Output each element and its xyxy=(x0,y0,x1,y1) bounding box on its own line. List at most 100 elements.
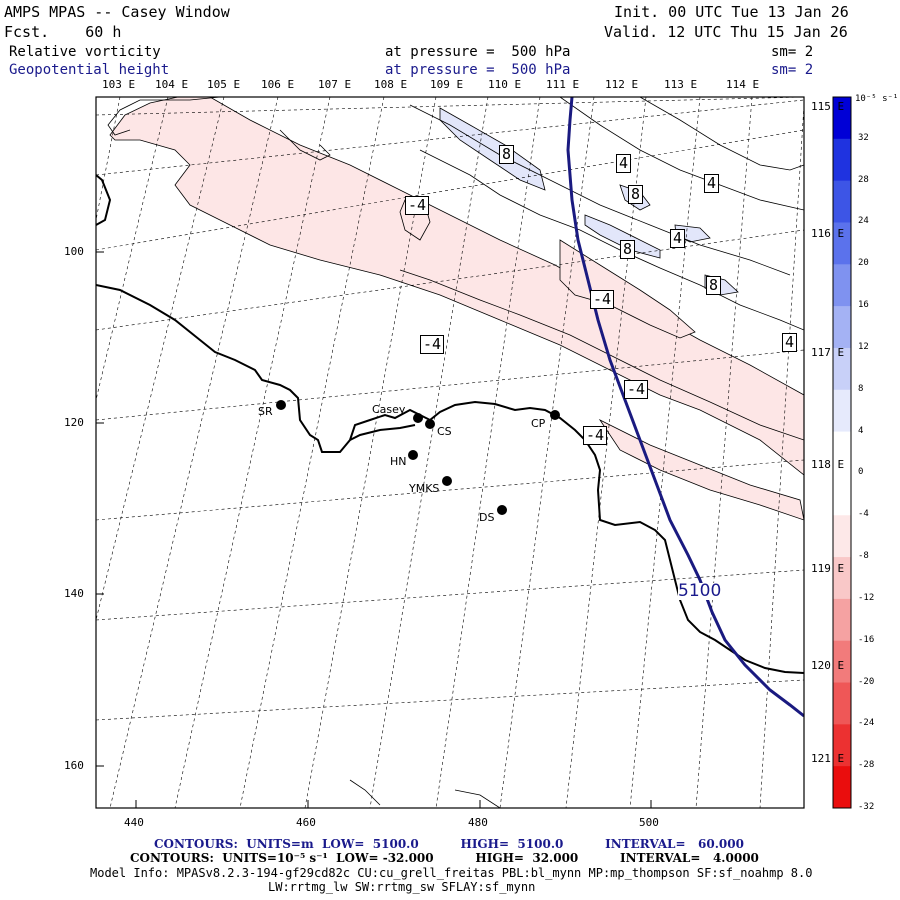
contour-label: -4 xyxy=(590,290,615,309)
lon-label-107: 107 E xyxy=(318,78,352,91)
colorbar-swatch xyxy=(833,138,851,182)
contour-label: 4 xyxy=(704,174,720,193)
field1-name: Relative vorticity xyxy=(9,44,161,60)
field2-name: Geopotential height xyxy=(9,62,170,78)
station-dot-casey xyxy=(413,413,423,423)
lon-label-106: 106 E xyxy=(261,78,295,91)
lon-label-117: 117 E xyxy=(811,346,845,359)
colorbar-swatch xyxy=(833,222,851,265)
colorbar-tick-label: -20 xyxy=(858,676,875,687)
footer-model-info: Model Info: MPASv8.2.3-194-gf29cd82c CU:… xyxy=(90,866,813,880)
geopotential-height-contour xyxy=(566,97,804,718)
colorbar-swatch xyxy=(833,557,851,600)
lon-label-121: 121 E xyxy=(811,752,845,765)
contour-label: 4 xyxy=(616,154,632,173)
contour-label: 8 xyxy=(706,276,722,295)
x-tick-440: 440 xyxy=(124,816,144,829)
lon-label-113: 113 E xyxy=(664,78,698,91)
x-tick-500: 500 xyxy=(639,816,659,829)
vorticity-contours xyxy=(107,97,804,808)
y-tick-120: 120 xyxy=(64,416,84,429)
lon-label-119: 119 E xyxy=(811,562,845,575)
plot-frame xyxy=(95,96,805,809)
station-dot-sr xyxy=(276,400,286,410)
contour-label: 8 xyxy=(620,240,636,259)
x-tick-480: 480 xyxy=(468,816,488,829)
lon-label-103: 103 E xyxy=(102,78,136,91)
negative-vorticity-shading xyxy=(109,97,804,521)
colorbar-swatch xyxy=(833,682,851,725)
colorbar-tick-label: 8 xyxy=(858,383,864,394)
valid-time: Valid. 12 UTC Thu 15 Jan 26 xyxy=(604,23,848,41)
station-label-ymks: YMKS xyxy=(409,482,440,495)
colorbar-tick-label: 0 xyxy=(858,467,864,478)
lon-label-116: 116 E xyxy=(811,227,845,240)
lon-label-104: 104 E xyxy=(155,78,189,91)
lon-label-108: 108 E xyxy=(374,78,408,91)
y-tick-160: 160 xyxy=(64,759,84,772)
contour-label: 4 xyxy=(782,333,798,352)
lon-label-109: 109 E xyxy=(430,78,464,91)
colorbar-tick-label: -8 xyxy=(858,551,869,562)
colorbar xyxy=(833,97,851,809)
station-dot-hn xyxy=(408,450,418,460)
height-contour-label: 5100 xyxy=(678,581,722,601)
footer-model-info-2: LW:rrtmg_lw SW:rrtmg_sw SFLAY:sf_mynn xyxy=(268,880,536,894)
station-label-sr: SR xyxy=(258,405,273,418)
footer-height-contours: CONTOURS: UNITS=m LOW= 5100.0 HIGH= 5100… xyxy=(154,837,744,851)
y-tick-100: 100 xyxy=(64,245,84,258)
colorbar-tick-label: 12 xyxy=(858,341,869,352)
contour-label: 4 xyxy=(670,229,686,248)
station-label-cp: CP xyxy=(531,417,546,430)
lon-label-112: 112 E xyxy=(605,78,639,91)
contour-label: 8 xyxy=(499,145,515,164)
graticule xyxy=(96,97,804,808)
colorbar-tick-label: -4 xyxy=(858,509,869,520)
contour-label: -4 xyxy=(420,335,445,354)
colorbar-swatch xyxy=(833,724,851,767)
axis-ticks xyxy=(96,251,652,808)
station-label-ds: DS xyxy=(479,511,495,524)
station-label-cs: CS xyxy=(437,425,452,438)
footer-vorticity-contours: CONTOURS: UNITS=10⁻⁵ s⁻¹ LOW= -32.000 HI… xyxy=(130,851,759,865)
lon-label-120: 120 E xyxy=(811,659,845,672)
colorbar-swatch xyxy=(833,347,851,391)
coastline xyxy=(96,174,804,674)
station-label-hn: HN xyxy=(390,455,407,468)
colorbar-tick-label: 32 xyxy=(858,132,869,143)
colorbar-units: 10⁻⁵ s⁻¹ xyxy=(855,94,899,104)
lon-label-110: 110 E xyxy=(488,78,522,91)
field2-pressure: at pressure = 500 hPa xyxy=(385,62,571,78)
colorbar-tick-label: -12 xyxy=(858,592,875,603)
colorbar-tick-label: -16 xyxy=(858,634,875,645)
y-tick-140: 140 xyxy=(64,587,84,600)
forecast-hour: Fcst. 60 h xyxy=(4,23,122,41)
init-time: Init. 00 UTC Tue 13 Jan 26 xyxy=(614,3,849,21)
lon-label-105: 105 E xyxy=(207,78,241,91)
contour-label: -4 xyxy=(583,426,608,445)
field2-smoothing: sm= 2 xyxy=(771,62,814,78)
colorbar-tick-label: 16 xyxy=(858,300,869,311)
lon-label-111: 111 E xyxy=(546,78,580,91)
field1-pressure: at pressure = 500 hPa xyxy=(385,44,571,60)
colorbar-swatch xyxy=(833,264,851,307)
colorbar-tick-label: -32 xyxy=(858,802,875,812)
station-markers xyxy=(276,400,560,515)
colorbar-swatch xyxy=(833,180,851,223)
colorbar-tick-label: 28 xyxy=(858,174,869,185)
contour-label: 8 xyxy=(628,185,644,204)
contour-label: -4 xyxy=(624,380,649,399)
station-dot-cs xyxy=(425,419,435,429)
colorbar-tick-label: 24 xyxy=(858,216,869,227)
colorbar-tick-label: 4 xyxy=(858,425,864,436)
colorbar-tick-label: 20 xyxy=(858,258,869,269)
colorbar-swatch xyxy=(833,598,851,642)
field1-smoothing: sm= 2 xyxy=(771,44,814,60)
contour-label: -4 xyxy=(405,196,430,215)
colorbar-swatch xyxy=(833,431,851,474)
x-tick-460: 460 xyxy=(296,816,316,829)
colorbar-frame xyxy=(832,96,852,809)
colorbar-swatch xyxy=(833,766,851,809)
lon-label-118: 118 E xyxy=(811,458,845,471)
